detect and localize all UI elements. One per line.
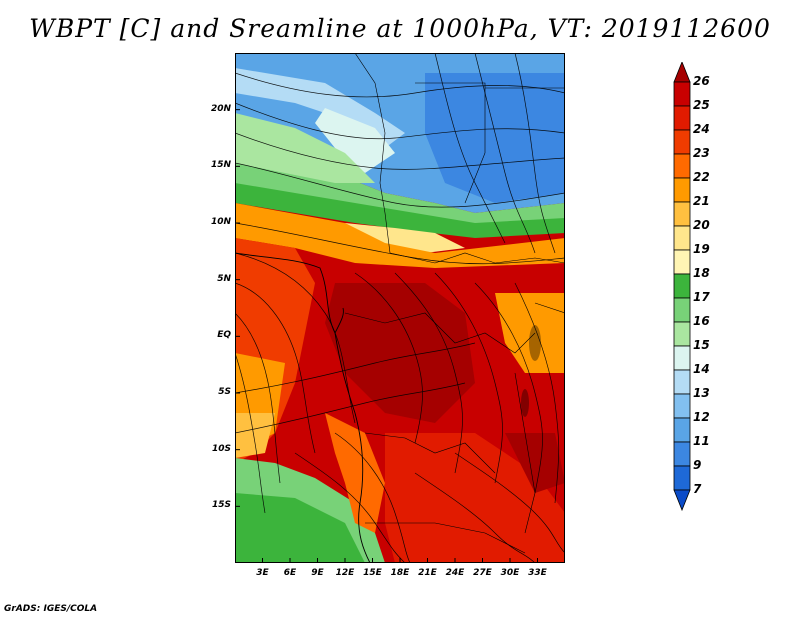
region-east-blue [425, 73, 565, 203]
lon-label-33e: 33E [528, 568, 547, 578]
colorbar-label: 23 [693, 146, 710, 160]
lon-label-30e: 30E [500, 568, 520, 578]
colorbar-box [673, 153, 691, 179]
colorbar-box [673, 105, 691, 131]
colorbar-box [673, 345, 691, 371]
colorbar-box [673, 369, 691, 395]
colorbar-label: 22 [693, 170, 710, 184]
lat-label-20n: 20N [210, 103, 231, 114]
lon-label-3e: 3E [256, 568, 269, 578]
region-sahel-yellow [345, 223, 465, 253]
colorbar-label: 20 [693, 218, 710, 232]
region-east-orange [495, 293, 565, 373]
region-sahel-darkgreen [235, 183, 565, 238]
lake-tanganyika-shape [521, 389, 529, 417]
lat-label-5s: 5S [218, 387, 231, 397]
map-title: WBPT [C] and Sreamline at 1000hPa, VT: 2… [29, 14, 771, 43]
lat-label-eq: EQ [217, 330, 231, 341]
colorbar-box [673, 129, 691, 155]
region-central-darkred [325, 283, 475, 423]
colorbar-box [673, 81, 691, 107]
colorbar-label: 19 [693, 242, 710, 256]
grads-credit: GrADS: IGES/COLA [4, 604, 98, 614]
region-sahel-orange [235, 203, 565, 268]
region-southwest-yellow [235, 413, 275, 458]
borders [344, 53, 565, 554]
lon-label-6e: 6E [283, 568, 297, 578]
region-north-cyan [315, 108, 395, 173]
map-canvas [235, 53, 565, 563]
lon-label-12e: 12E [335, 568, 355, 578]
colorbar-box [673, 273, 691, 299]
colorbar-box [673, 393, 691, 419]
region-east-darkred [505, 433, 565, 493]
colorbar-label: 9 [693, 458, 702, 472]
streamlines [235, 53, 565, 563]
colorbar-bottom-arrow [673, 489, 691, 512]
colorbar-box [673, 297, 691, 323]
lon-label-9e: 9E [311, 568, 324, 578]
colorbar-box [673, 321, 691, 347]
colorbar-label: 17 [693, 290, 710, 304]
lat-label-15n: 15N [210, 160, 231, 171]
colorbar-box [673, 441, 691, 467]
lon-label-18e: 18E [390, 568, 410, 578]
colorbar-box [673, 249, 691, 275]
tick-marks [235, 109, 538, 563]
colorbar-label: 21 [693, 194, 710, 208]
lon-label-21e: 21E [418, 568, 437, 578]
colorbar-label: 25 [693, 98, 710, 112]
coastlines [235, 252, 371, 563]
colorbar-box [673, 201, 691, 227]
colorbar-label: 24 [693, 122, 710, 136]
lon-label-27e: 27E [473, 568, 492, 578]
colorbar-label: 11 [693, 434, 710, 448]
colorbar-label: 13 [693, 386, 710, 400]
map-panel [235, 53, 565, 563]
colorbar-box [673, 225, 691, 251]
lat-label-10n: 10N [210, 217, 231, 227]
colorbar-label: 16 [693, 314, 710, 328]
colorbar-label: 14 [693, 362, 710, 376]
lat-label-5n: 5N [217, 273, 231, 284]
colorbar-box [673, 417, 691, 443]
lon-label-24e: 24E [445, 568, 465, 578]
region-south-red [385, 433, 565, 563]
colorbar-label: 12 [693, 410, 710, 424]
lon-label-15e: 15E [363, 568, 382, 578]
region-southwest-darkgreen [235, 493, 365, 563]
colorbar-label: 15 [693, 338, 710, 352]
colorbar-top-arrow [673, 62, 691, 83]
region-sahel-lightgreen [235, 113, 375, 183]
colorbar-label: 26 [693, 74, 710, 88]
colorbar-label: 7 [693, 482, 702, 496]
colorbar-label: 18 [693, 266, 710, 280]
colorbar-box [673, 465, 691, 491]
lat-label-10s: 10S [211, 443, 231, 454]
colorbar [673, 62, 691, 512]
colorbar-box [673, 177, 691, 203]
region-coast-orange [325, 413, 385, 533]
lake-victoria-shape [529, 325, 541, 361]
lat-label-15s: 15S [211, 500, 231, 511]
